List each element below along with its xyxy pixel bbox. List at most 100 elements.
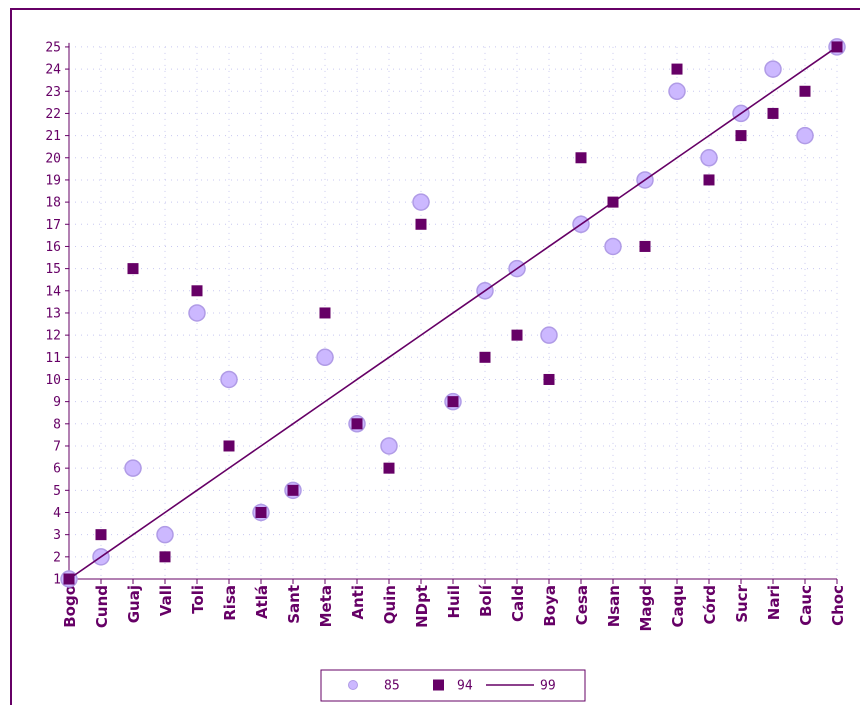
x-tick-label: Cauc: [797, 585, 815, 626]
point-94: [287, 484, 299, 496]
y-tick-label: 14: [45, 284, 61, 299]
point-85: [700, 149, 718, 167]
point-94: [447, 396, 459, 408]
x-tick-label: Sant: [285, 585, 303, 624]
series-line-99: [68, 46, 838, 580]
point-94: [255, 506, 267, 518]
series-marks: [60, 38, 846, 588]
point-85: [540, 326, 558, 344]
x-tick-label: NDpt: [413, 585, 431, 628]
y-axis-ticks: 1234567891011121314151617181920212223242…: [45, 40, 69, 588]
point-94: [383, 462, 395, 474]
point-94: [319, 307, 331, 319]
point-94: [127, 263, 139, 275]
point-85: [380, 437, 398, 455]
y-tick-label: 16: [45, 240, 61, 255]
point-94: [511, 329, 523, 341]
x-tick-label: Meta: [317, 585, 335, 627]
point-94: [543, 373, 555, 385]
point-85: [668, 82, 686, 101]
point-85: [316, 348, 334, 367]
y-tick-label: 21: [45, 129, 61, 144]
x-tick-label: Bolí: [477, 584, 495, 617]
x-tick-label: Choc: [829, 585, 847, 626]
point-85: [124, 459, 142, 477]
y-tick-label: 10: [45, 373, 61, 388]
x-tick-label: Córd: [701, 585, 719, 624]
point-94: [671, 63, 683, 75]
y-tick-label: 5: [53, 484, 61, 499]
point-85: [412, 193, 430, 211]
point-85: [188, 304, 206, 322]
y-tick-label: 25: [45, 40, 61, 55]
x-tick-label: Guaj: [125, 585, 143, 623]
x-tick-label: Nari: [765, 585, 783, 620]
y-tick-label: 19: [45, 173, 61, 188]
y-tick-label: 12: [45, 329, 61, 344]
legend-item-94: 94: [433, 679, 473, 694]
x-tick-label: Atlá: [253, 585, 271, 619]
y-tick-label: 23: [45, 85, 61, 100]
point-85: [220, 370, 238, 389]
legend: 85 94 99: [320, 669, 586, 702]
legend-label: 99: [540, 679, 556, 694]
x-tick-label: Toli: [189, 585, 207, 614]
y-tick-label: 17: [45, 218, 61, 233]
series-94: [63, 41, 843, 585]
x-axis-ticks: Bogo Cund Guaj Vall Toli Risa Atlá Sant Meta Anti…: [61, 579, 847, 632]
y-tick-label: 6: [53, 462, 61, 477]
point-94: [415, 218, 427, 230]
series-99: [68, 46, 838, 580]
point-94: [191, 285, 203, 297]
point-94: [95, 529, 107, 541]
y-tick-label: 11: [45, 351, 61, 366]
legend-label: 85: [384, 679, 400, 694]
y-tick-label: 24: [45, 63, 61, 78]
chart-frame: [10, 8, 860, 705]
legend-marker-circle: [348, 680, 358, 690]
y-tick-label: 8: [53, 417, 61, 432]
y-tick-label: 13: [45, 306, 61, 321]
y-tick-label: 1: [53, 573, 61, 588]
point-94: [479, 351, 491, 363]
x-tick-label: Bogo: [61, 585, 79, 628]
point-94: [351, 418, 363, 430]
y-tick-label: 22: [45, 107, 61, 122]
x-tick-label: Magd: [637, 585, 655, 632]
y-tick-label: 9: [53, 395, 61, 410]
x-tick-label: Cald: [509, 585, 527, 622]
x-tick-label: Anti: [349, 585, 367, 620]
point-85: [764, 60, 782, 78]
x-tick-label: Quin: [381, 585, 399, 624]
legend-item-85: 85: [348, 679, 400, 694]
point-85: [604, 237, 622, 256]
point-94: [639, 240, 651, 252]
point-94: [223, 440, 235, 452]
x-tick-label: Huil: [445, 585, 463, 619]
y-tick-label: 7: [53, 439, 61, 454]
x-tick-label: Vall: [157, 585, 175, 616]
legend-box: [320, 669, 586, 702]
point-94: [159, 551, 171, 563]
point-85: [796, 126, 814, 145]
y-tick-label: 18: [45, 196, 61, 211]
y-tick-label: 4: [53, 506, 61, 521]
x-tick-label: Cund: [93, 585, 111, 628]
point-94: [575, 152, 587, 164]
point-94: [767, 107, 779, 119]
x-tick-label: Risa: [221, 585, 239, 621]
x-tick-label: Boya: [541, 585, 559, 627]
point-94: [735, 130, 747, 142]
x-tick-label: Cesa: [573, 585, 591, 625]
y-tick-label: 2: [53, 550, 61, 565]
y-tick-label: 3: [53, 528, 61, 543]
legend-label: 94: [457, 679, 473, 694]
x-tick-label: Sucr: [733, 584, 751, 622]
y-tick-label: 15: [45, 262, 61, 277]
point-94: [799, 85, 811, 97]
point-94: [703, 174, 715, 186]
legend-item-99: 99: [486, 679, 556, 694]
legend-marker-square: [433, 679, 444, 691]
x-tick-label: Nsan: [605, 585, 623, 627]
